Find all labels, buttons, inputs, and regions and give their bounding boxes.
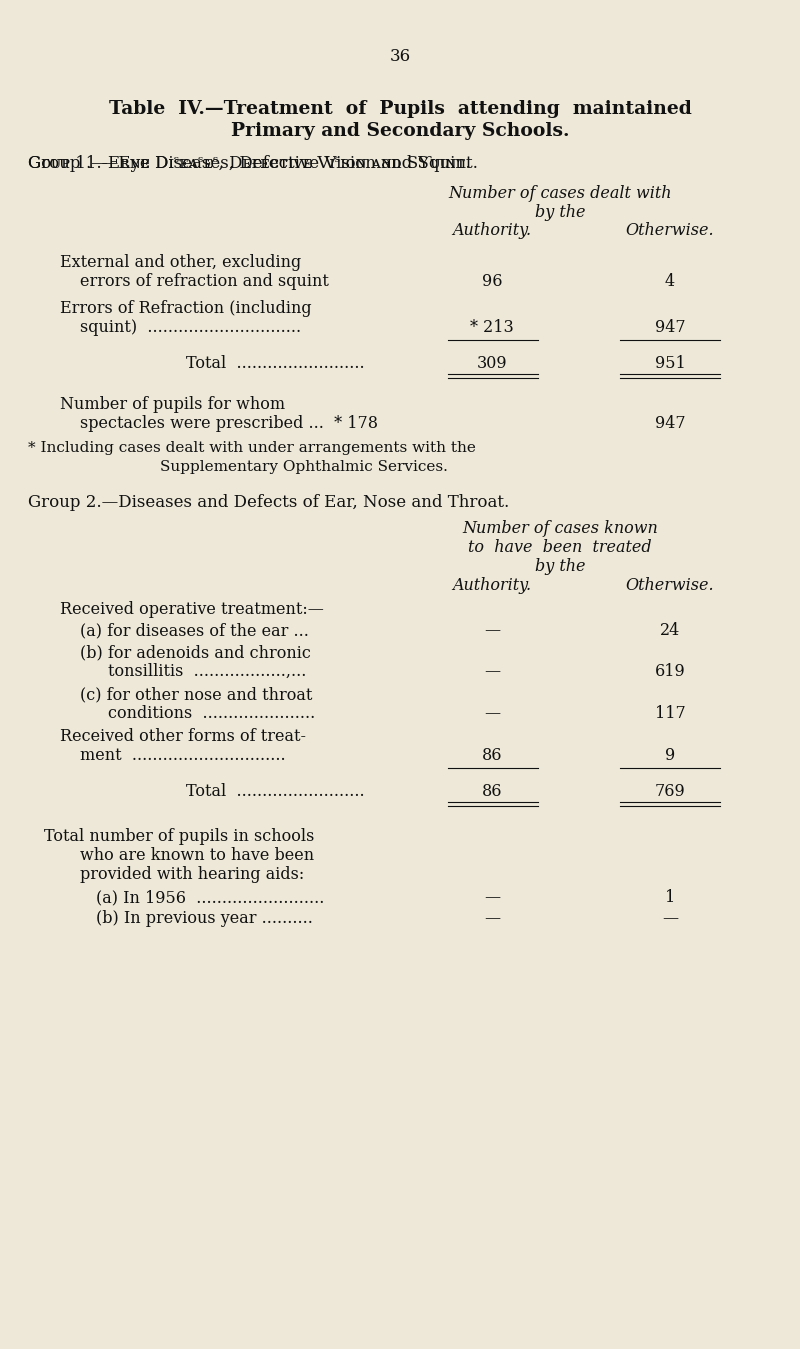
Text: 947: 947 xyxy=(654,415,686,432)
Text: Authority.: Authority. xyxy=(453,223,531,239)
Text: Number of pupils for whom: Number of pupils for whom xyxy=(60,397,285,413)
Text: 769: 769 xyxy=(654,782,686,800)
Text: conditions  ......................: conditions ...................... xyxy=(108,706,315,722)
Text: * Including cases dealt with under arrangements with the: * Including cases dealt with under arran… xyxy=(28,441,476,455)
Text: 86: 86 xyxy=(482,782,502,800)
Text: tonsillitis  ..................,...: tonsillitis ..................,... xyxy=(108,662,306,680)
Text: Otherwise.: Otherwise. xyxy=(626,223,714,239)
Text: Gᴏᴜᴘ 1.—Eʀɴᴇ Dɪˢᴇᴀˢᴇˢ, Dᴇғᴇᴄᴛɪᴠᴇ Vɪˢɪᴏɴ ᴀɴᴅ SƳᴜɪɴᴛ.: Gᴏᴜᴘ 1.—Eʀɴᴇ Dɪˢᴇᴀˢᴇˢ, Dᴇғᴇᴄᴛɪᴠᴇ Vɪˢɪᴏɴ … xyxy=(28,155,470,173)
Text: Group 2.—Diseases and Defects of Ear, Nose and Throat.: Group 2.—Diseases and Defects of Ear, No… xyxy=(28,494,510,511)
Text: provided with hearing aids:: provided with hearing aids: xyxy=(80,866,304,884)
Text: * 213: * 213 xyxy=(470,318,514,336)
Text: Errors of Refraction (including: Errors of Refraction (including xyxy=(60,299,312,317)
Text: Supplementary Ophthalmic Services.: Supplementary Ophthalmic Services. xyxy=(160,460,448,473)
Text: 86: 86 xyxy=(482,747,502,764)
Text: (c) for other nose and throat: (c) for other nose and throat xyxy=(80,687,312,703)
Text: 1: 1 xyxy=(665,889,675,907)
Text: 309: 309 xyxy=(477,355,507,372)
Text: Total  .........................: Total ......................... xyxy=(186,355,365,372)
Text: Otherwise.: Otherwise. xyxy=(626,577,714,594)
Text: —: — xyxy=(484,662,500,680)
Text: by the: by the xyxy=(534,558,586,575)
Text: Group 1.—Eye Diseases, Defective Vision and Squint.: Group 1.—Eye Diseases, Defective Vision … xyxy=(28,155,478,173)
Text: by the: by the xyxy=(534,204,586,221)
Text: 117: 117 xyxy=(654,706,686,722)
Text: 619: 619 xyxy=(654,662,686,680)
Text: —: — xyxy=(484,706,500,722)
Text: —: — xyxy=(484,911,500,927)
Text: 9: 9 xyxy=(665,747,675,764)
Text: Number of cases known: Number of cases known xyxy=(462,519,658,537)
Text: 36: 36 xyxy=(390,49,410,65)
Text: Table  IV.—Treatment  of  Pupils  attending  maintained: Table IV.—Treatment of Pupils attending … xyxy=(109,100,691,117)
Text: to  have  been  treated: to have been treated xyxy=(468,540,652,556)
Text: Primary and Secondary Schools.: Primary and Secondary Schools. xyxy=(230,121,570,140)
Text: (b) In previous year ..........: (b) In previous year .......... xyxy=(96,911,313,927)
Text: 96: 96 xyxy=(482,272,502,290)
Text: Number of cases dealt with: Number of cases dealt with xyxy=(448,185,672,202)
Text: —: — xyxy=(484,889,500,907)
Text: 951: 951 xyxy=(654,355,686,372)
Text: 24: 24 xyxy=(660,622,680,639)
Text: spectacles were prescribed ...  * 178: spectacles were prescribed ... * 178 xyxy=(80,415,378,432)
Text: Total  .........................: Total ......................... xyxy=(186,782,365,800)
Text: (b) for adenoids and chronic: (b) for adenoids and chronic xyxy=(80,643,311,661)
Text: (a) In 1956  .........................: (a) In 1956 ......................... xyxy=(96,889,324,907)
Text: —: — xyxy=(484,622,500,639)
Text: —: — xyxy=(662,911,678,927)
Text: Received other forms of treat-: Received other forms of treat- xyxy=(60,728,306,745)
Text: Total number of pupils in schools: Total number of pupils in schools xyxy=(44,828,314,844)
Text: External and other, excluding: External and other, excluding xyxy=(60,254,302,271)
Text: 947: 947 xyxy=(654,318,686,336)
Text: ment  ..............................: ment .............................. xyxy=(80,747,286,764)
Text: who are known to have been: who are known to have been xyxy=(80,847,314,863)
Text: errors of refraction and squint: errors of refraction and squint xyxy=(80,272,329,290)
Text: Received operative treatment:—: Received operative treatment:— xyxy=(60,602,324,618)
Text: 4: 4 xyxy=(665,272,675,290)
Text: squint)  ..............................: squint) .............................. xyxy=(80,318,301,336)
Text: Authority.: Authority. xyxy=(453,577,531,594)
Text: (a) for diseases of the ear ...: (a) for diseases of the ear ... xyxy=(80,622,309,639)
